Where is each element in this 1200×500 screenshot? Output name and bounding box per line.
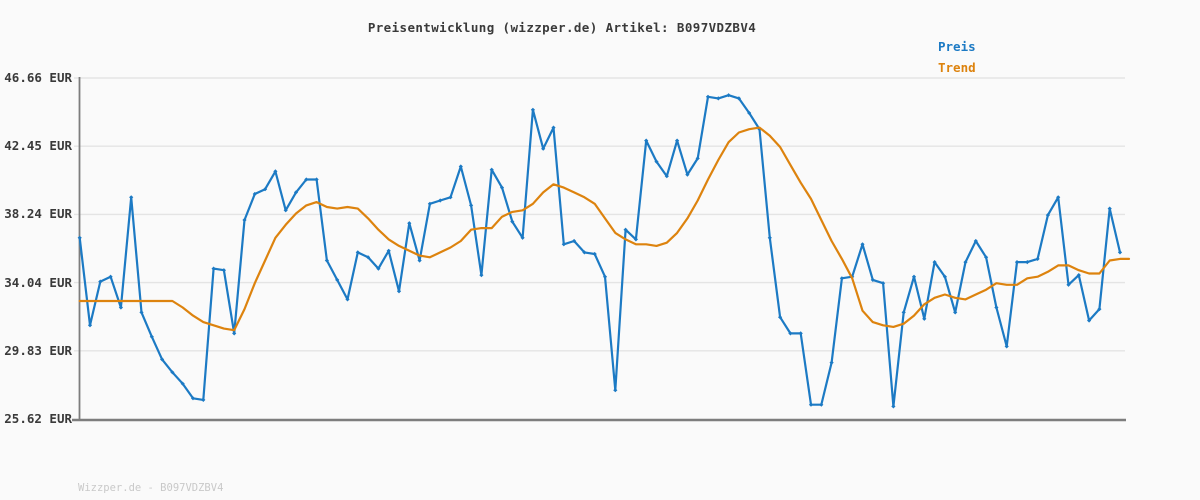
legend-item-trend: Trend [938, 60, 976, 75]
y-tick-label: 34.04 EUR [4, 275, 72, 290]
chart-title: Preisentwicklung (wizzper.de) Artikel: B… [367, 20, 757, 35]
y-tick-label: 25.62 EUR [4, 411, 72, 426]
y-tick-label: 42.45 EUR [4, 138, 72, 153]
legend-item-preis: Preis [938, 39, 976, 54]
price-point-markers [77, 93, 1123, 409]
y-tick-label: 38.24 EUR [4, 206, 72, 221]
y-tick-label: 46.66 EUR [4, 70, 72, 85]
y-tick-label: 29.83 EUR [4, 343, 72, 358]
watermark: Wizzper.de - B097VDZBV4 [78, 482, 224, 494]
